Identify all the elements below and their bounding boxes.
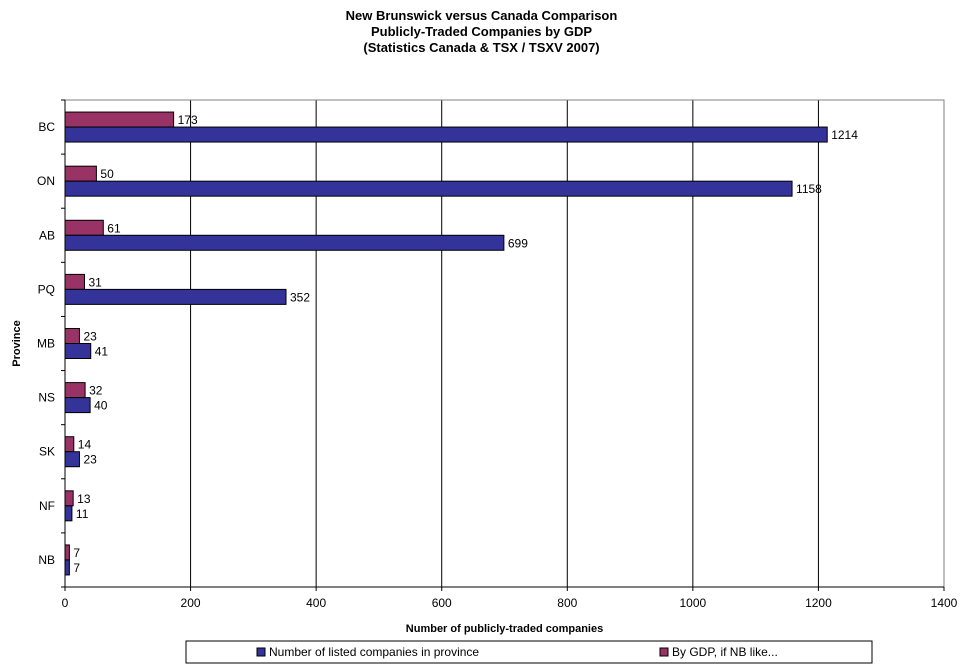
y-tick-label: BC [38, 120, 55, 134]
chart-title: New Brunswick versus Canada Comparison P… [0, 8, 963, 56]
data-label-listed: 41 [95, 345, 109, 359]
y-tick-label: MB [37, 337, 55, 351]
x-tick-label: 0 [62, 596, 69, 610]
bars [64, 111, 828, 576]
x-tick-label: 400 [306, 596, 326, 610]
legend-box [185, 640, 873, 664]
data-label-gdp: 7 [73, 546, 80, 560]
data-label-gdp: 61 [107, 221, 121, 235]
bar-gdp [64, 436, 75, 453]
data-label-gdp: 32 [89, 384, 103, 398]
chart-title-line-2: Publicly-Traded Companies by GDP [370, 24, 593, 39]
x-axis: 0 200 400 600 800 1000 1200 1400 [62, 586, 958, 610]
bar-listed [64, 234, 505, 251]
y-tick-label: PQ [38, 282, 55, 296]
bar-listed [64, 288, 287, 305]
data-labels: 1731214501158616993135223413240142313117… [73, 113, 858, 575]
legend-entry-listed: Number of listed companies in province [256, 645, 479, 659]
data-label-gdp: 14 [78, 438, 92, 452]
y-axis-title: Province [11, 320, 23, 366]
y-axis: BC ON AB PQ MB NS SK NF NB [37, 99, 66, 588]
legend: Number of listed companies in province By… [185, 640, 873, 664]
data-label-listed: 40 [94, 399, 108, 413]
y-tick-label: NS [38, 391, 55, 405]
x-tick-label: 200 [181, 596, 201, 610]
chart-title-line-3: (Statistics Canada & TSX / TSXV 2007) [363, 40, 600, 55]
bar-gdp [64, 111, 175, 128]
data-label-listed: 1214 [831, 128, 858, 142]
data-label-gdp: 173 [178, 113, 198, 127]
y-tick-label: AB [39, 228, 55, 242]
y-tick-label: NF [39, 499, 55, 513]
gridlines [190, 100, 819, 587]
bar-listed [64, 451, 80, 468]
legend-swatch [659, 647, 669, 657]
data-label-listed: 699 [508, 236, 528, 250]
bar-gdp [64, 273, 85, 290]
bar-listed [64, 126, 828, 143]
data-label-listed: 11 [76, 507, 89, 521]
legend-entry-gdp: By GDP, if NB like... [659, 645, 778, 659]
bar-gdp [64, 165, 97, 182]
x-tick-label: 1400 [931, 596, 958, 610]
data-label-gdp: 31 [88, 275, 102, 289]
y-tick-label: NB [38, 553, 55, 567]
bar-listed [64, 343, 92, 359]
x-tick-label: 800 [557, 596, 577, 610]
x-tick-label: 600 [432, 596, 452, 610]
bar-gdp [64, 219, 104, 236]
plot-area [64, 99, 945, 588]
bar-gdp [64, 544, 70, 561]
x-tick-label: 1200 [805, 596, 832, 610]
data-label-gdp: 23 [83, 330, 97, 344]
legend-label: Number of listed companies in province [269, 645, 479, 659]
data-label-listed: 7 [73, 561, 80, 575]
bar-listed [64, 559, 70, 576]
data-label-listed: 23 [83, 453, 97, 467]
chart-title-line-1: New Brunswick versus Canada Comparison [345, 8, 618, 23]
bar-gdp [64, 328, 80, 344]
bar-listed [64, 505, 73, 522]
legend-swatch [256, 647, 266, 657]
data-label-listed: 1158 [796, 182, 822, 196]
bar-listed [64, 180, 793, 197]
bar-gdp [64, 382, 86, 399]
data-label-gdp: 50 [100, 167, 114, 181]
bar-gdp [64, 490, 74, 507]
data-label-gdp: 13 [77, 492, 91, 506]
x-tick-label: 1000 [680, 596, 707, 610]
data-label-listed: 352 [290, 290, 310, 304]
y-tick-label: SK [39, 445, 55, 459]
legend-label: By GDP, if NB like... [672, 645, 778, 659]
y-tick-label: ON [37, 174, 55, 188]
bar-listed [64, 397, 91, 414]
x-axis-title: Number of publicly-traded companies [406, 623, 603, 635]
